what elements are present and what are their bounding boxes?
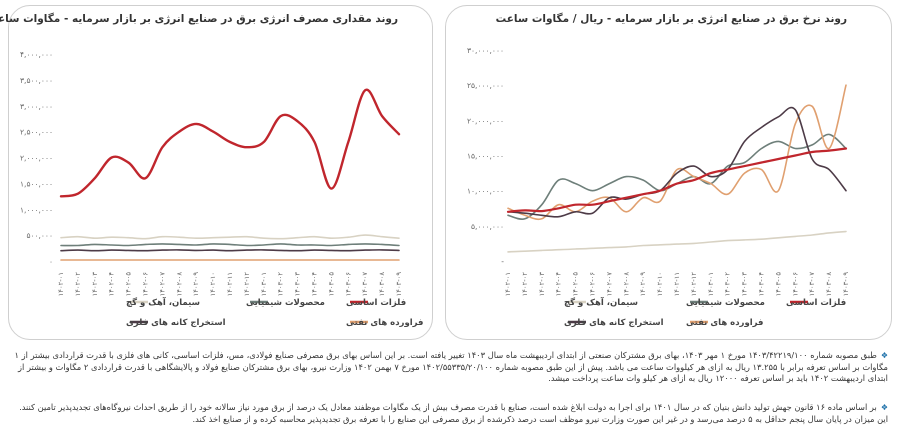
legend-item: فلزات اساسی [786,298,846,308]
series-line [507,230,847,253]
series-line [507,84,847,221]
price-chart-panel: روند نرخ برق در صنایع انرژی بر بازار سرم… [445,5,892,340]
series-line [507,106,847,218]
legend-label: فراورده های نفتی [686,318,764,328]
x-tick-label: ۱۴۰۳-۰۴ [758,272,766,297]
x-tick-label: ۱۴۰۲-۰۶ [589,272,597,297]
x-tick-label: ۱۴۰۲-۰۶ [142,272,150,297]
x-tick-label: ۱۴۰۳-۰۹ [842,272,850,297]
legend-label: فراورده های نفتی [346,318,424,328]
price-line-chart: - ۵,۰۰۰,۰۰۰ ۱۰,۰۰۰,۰۰۰ ۱۵,۰۰۰,۰۰۰ ۲۰,۰۰۰,۰۰۰… [467,46,850,328]
diamond-bullet-icon: ❖ [880,403,888,412]
x-tick-label: ۱۴۰۲-۰۲ [521,272,529,297]
x-tick-label: ۱۴۰۲-۰۲ [74,272,82,297]
x-tick-label: ۱۴۰۲-۰۷ [605,272,613,297]
legend-item: استخراج کانه های فلزی [126,318,226,328]
consumption-chart-panel: روند مقداری مصرف انرژی برق در صنایع انرژ… [0,5,433,340]
x-tick-label: ۱۴۰۳-۰۵ [774,272,782,297]
x-tick-label: ۱۴۰۲-۰۴ [108,272,116,297]
y-tick-label: ۱۰,۰۰۰,۰۰۰ [467,187,504,196]
series-line [60,249,400,252]
y-tick-label: ۴,۰۰۰,۰۰۰ [20,50,53,59]
x-tick-label: ۱۴۰۳-۰۳ [741,272,749,297]
y-tick-label: ۲۰,۰۰۰,۰۰۰ [467,116,504,125]
x-tick-label: ۱۴۰۲-۰۳ [91,272,99,297]
x-tick-label: ۱۴۰۳-۰۶ [344,272,352,297]
footnote: ❖طبق مصوبه شماره ۱۴۰۳/۴۲۲۱۹/۱۰۰ مورخ ۱ م… [8,350,888,385]
x-tick-label: ۱۴۰۲-۱۰ [209,272,217,296]
x-tick-label: ۱۴۰۲-۰۴ [555,272,563,297]
y-tick-label: ۳,۵۰۰,۰۰۰ [20,76,53,85]
legend-label: استخراج کانه های فلزی [564,318,664,328]
x-tick-label: ۱۴۰۲-۱۲ [243,272,251,297]
x-tick-label: ۱۴۰۳-۰۲ [277,272,285,297]
x-tick-label: ۱۴۰۲-۰۹ [639,272,647,297]
series-line [60,234,400,240]
x-tick-label: ۱۴۰۳-۰۸ [378,272,386,297]
y-tick-label: ۲۵,۰۰۰,۰۰۰ [467,81,504,90]
legend-label: سیمان، آهک و گچ [126,296,200,308]
x-tick-label: ۱۴۰۳-۰۴ [311,272,319,297]
x-tick-label: ۱۴۰۲-۰۸ [622,272,630,297]
x-tick-label: ۱۴۰۲-۰۳ [538,272,546,297]
legend-label: فلزات اساسی [786,298,846,308]
legend-item: محصولات شیمیایی [686,298,765,308]
x-tick-label: ۱۴۰۲-۱۱ [226,272,234,296]
series-line [60,243,400,247]
x-tick-label: ۱۴۰۳-۰۲ [724,272,732,297]
chart-title: روند مقداری مصرف انرژی برق در صنایع انرژ… [0,13,398,25]
legend-label: سیمان، آهک و گچ [564,296,638,308]
x-tick-label: ۱۴۰۲-۰۸ [175,272,183,297]
legend-label: استخراج کانه های فلزی [126,318,226,328]
legend-item: فراورده های نفتی [346,318,424,328]
consumption-line-chart: ۰ ۵۰۰,۰۰۰ ۱,۰۰۰,۰۰۰ ۱,۵۰۰,۰۰۰ ۲,۰۰۰,۰۰۰ ۲,۵۰۰… [20,50,424,328]
legend-label: محصولات شیمیایی [246,298,325,308]
x-tick-label: ۱۴۰۳-۰۳ [294,272,302,297]
x-tick-label: ۱۴۰۳-۰۹ [395,272,403,297]
x-tick-label: ۱۴۰۳-۰۱ [260,272,268,296]
x-tick-label: ۱۴۰۲-۰۷ [158,272,166,297]
y-tick-label: ۰ [49,257,53,266]
x-tick-label: ۱۴۰۲-۰۵ [572,272,580,297]
legend-item: سیمان، آهک و گچ [564,296,638,308]
y-tick-label: ۱۵,۰۰۰,۰۰۰ [467,152,504,161]
x-tick-label: ۱۴۰۲-۱۲ [690,272,698,297]
legend-item: فراورده های نفتی [686,318,764,328]
footnote: ❖بر اساس ماده ۱۶ قانون جهش تولید دانش بن… [8,402,888,425]
x-tick-label: ۱۴۰۲-۰۱ [57,272,65,296]
diamond-bullet-icon: ❖ [880,351,888,360]
chart-title: روند نرخ برق در صنایع انرژی بر بازار سرم… [495,13,847,25]
x-tick-label: ۱۴۰۲-۰۱ [504,272,512,296]
x-tick-label: ۱۴۰۲-۱۰ [656,272,664,296]
y-tick-label: - [501,257,504,266]
y-tick-label: ۵,۰۰۰,۰۰۰ [471,222,504,231]
series-line [59,88,401,198]
y-tick-label: ۳,۰۰۰,۰۰۰ [20,102,53,111]
y-tick-label: ۲,۵۰۰,۰۰۰ [20,128,53,137]
series-line [507,133,847,220]
legend-item: محصولات شیمیایی [246,298,325,308]
legend-label: فلزات اساسی [346,298,406,308]
legend-item: سیمان، آهک و گچ [126,296,200,308]
series-line [506,147,848,213]
x-tick-label: ۱۴۰۳-۰۶ [791,272,799,297]
footnote-text: بر اساس ماده ۱۶ قانون جهش تولید دانش بنی… [19,402,888,424]
x-tick-label: ۱۴۰۲-۰۹ [192,272,200,297]
legend-label: محصولات شیمیایی [686,298,765,308]
legend-item: استخراج کانه های فلزی [564,318,664,328]
y-tick-label: ۵۰۰,۰۰۰ [26,231,53,240]
x-tick-label: ۱۴۰۳-۰۷ [808,272,816,297]
x-tick-label: ۱۴۰۳-۰۵ [327,272,335,297]
y-tick-label: ۱,۵۰۰,۰۰۰ [20,179,53,188]
y-tick-label: ۱,۰۰۰,۰۰۰ [20,205,53,214]
x-tick-label: ۱۴۰۲-۱۱ [673,272,681,296]
y-tick-label: ۳۰,۰۰۰,۰۰۰ [467,46,504,55]
x-tick-label: ۱۴۰۳-۰۸ [825,272,833,297]
x-tick-label: ۱۴۰۳-۰۷ [361,272,369,297]
footnote-text: طبق مصوبه شماره ۱۴۰۳/۴۲۲۱۹/۱۰۰ مورخ ۱ مه… [14,350,888,384]
legend-item: فلزات اساسی [346,298,406,308]
y-tick-label: ۲,۰۰۰,۰۰۰ [20,154,53,163]
x-tick-label: ۱۴۰۳-۰۱ [707,272,715,296]
x-tick-label: ۱۴۰۲-۰۵ [125,272,133,297]
